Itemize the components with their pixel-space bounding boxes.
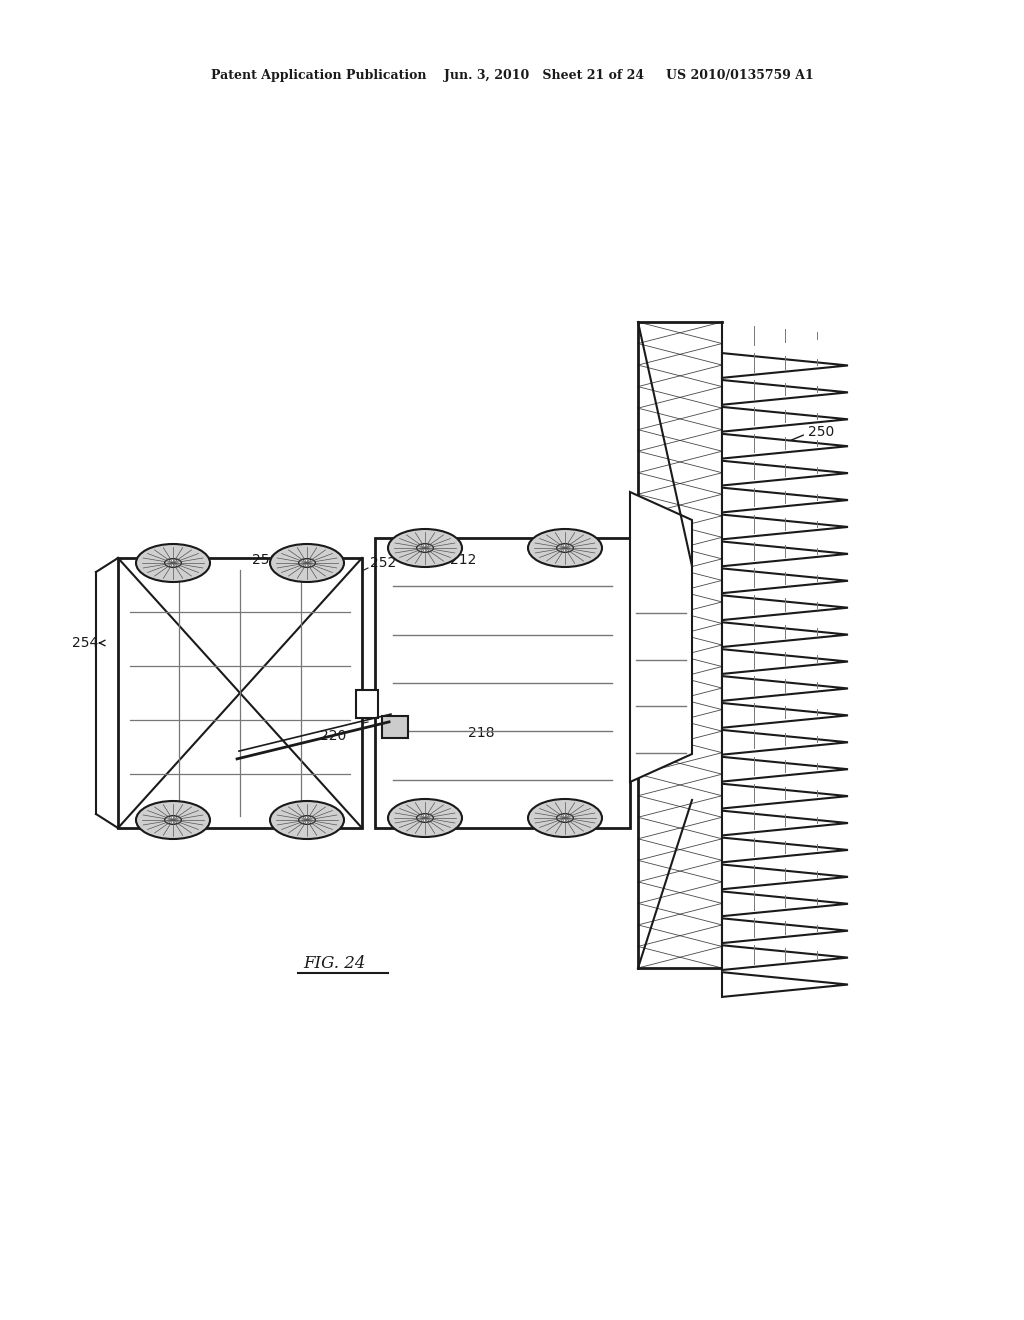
Ellipse shape [270,801,344,840]
Ellipse shape [299,558,315,568]
Polygon shape [722,407,848,432]
Ellipse shape [270,544,344,582]
Ellipse shape [165,558,181,568]
Polygon shape [722,676,848,701]
Ellipse shape [136,544,210,582]
Polygon shape [722,595,848,620]
Polygon shape [722,756,848,781]
Text: 250: 250 [808,425,835,440]
Ellipse shape [417,813,433,822]
Polygon shape [722,515,848,540]
Polygon shape [722,704,848,727]
Polygon shape [722,919,848,942]
Polygon shape [722,541,848,566]
Ellipse shape [388,799,462,837]
Ellipse shape [165,816,181,824]
Ellipse shape [417,544,433,552]
Bar [356,690,378,718]
Polygon shape [722,352,848,378]
Text: 256: 256 [252,553,279,568]
Polygon shape [722,434,848,458]
Polygon shape [722,487,848,512]
Ellipse shape [557,544,573,552]
Polygon shape [722,649,848,675]
Polygon shape [722,945,848,970]
Text: 254: 254 [72,636,98,649]
Polygon shape [722,972,848,997]
Polygon shape [722,569,848,593]
Text: 252: 252 [370,556,396,570]
Text: FIG. 24: FIG. 24 [303,954,366,972]
Polygon shape [722,622,848,647]
Ellipse shape [388,529,462,568]
Polygon shape [722,784,848,809]
Polygon shape [722,891,848,916]
Text: 212: 212 [450,553,476,568]
Ellipse shape [557,813,573,822]
Bar [118,558,362,828]
Text: 218: 218 [468,726,495,741]
Text: 220: 220 [319,729,346,743]
Ellipse shape [299,816,315,824]
Polygon shape [722,810,848,836]
Polygon shape [722,380,848,405]
Bar [375,539,630,828]
Polygon shape [722,838,848,862]
Polygon shape [722,461,848,486]
Ellipse shape [136,801,210,840]
Polygon shape [722,865,848,890]
Bar [382,715,408,738]
Text: Patent Application Publication    Jun. 3, 2010   Sheet 21 of 24     US 2010/0135: Patent Application Publication Jun. 3, 2… [211,69,813,82]
Ellipse shape [528,529,602,568]
Ellipse shape [528,799,602,837]
Polygon shape [722,730,848,755]
Polygon shape [630,492,692,781]
